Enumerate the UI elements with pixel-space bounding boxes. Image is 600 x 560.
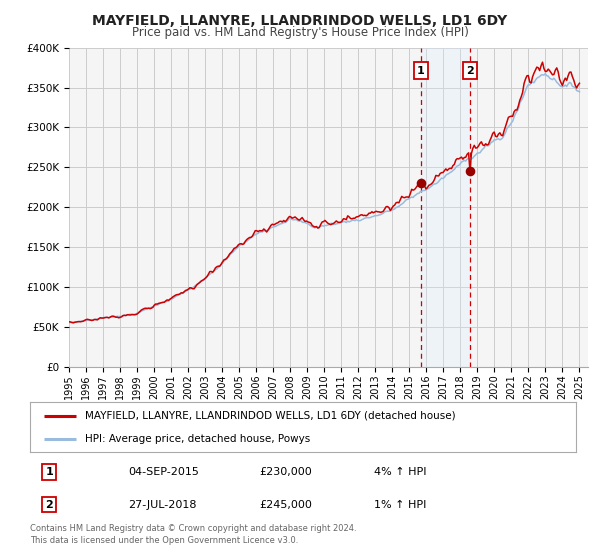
Text: 04-SEP-2015: 04-SEP-2015	[128, 467, 199, 477]
Text: £230,000: £230,000	[259, 467, 312, 477]
Text: This data is licensed under the Open Government Licence v3.0.: This data is licensed under the Open Gov…	[30, 536, 298, 545]
Text: 1: 1	[417, 66, 425, 76]
Text: 27-JUL-2018: 27-JUL-2018	[128, 500, 197, 510]
Text: MAYFIELD, LLANYRE, LLANDRINDOD WELLS, LD1 6DY: MAYFIELD, LLANYRE, LLANDRINDOD WELLS, LD…	[92, 14, 508, 28]
Text: 1% ↑ HPI: 1% ↑ HPI	[374, 500, 427, 510]
Point	[416, 179, 425, 188]
Text: Contains HM Land Registry data © Crown copyright and database right 2024.: Contains HM Land Registry data © Crown c…	[30, 524, 356, 533]
Point	[465, 167, 475, 176]
Text: 2: 2	[45, 500, 53, 510]
Text: HPI: Average price, detached house, Powys: HPI: Average price, detached house, Powy…	[85, 434, 310, 444]
Text: MAYFIELD, LLANYRE, LLANDRINDOD WELLS, LD1 6DY (detached house): MAYFIELD, LLANYRE, LLANDRINDOD WELLS, LD…	[85, 410, 455, 421]
Bar	[421, 48, 470, 367]
Text: 2: 2	[466, 66, 474, 76]
Text: £245,000: £245,000	[259, 500, 312, 510]
Text: 1: 1	[45, 467, 53, 477]
Text: 4% ↑ HPI: 4% ↑ HPI	[374, 467, 427, 477]
Text: Price paid vs. HM Land Registry's House Price Index (HPI): Price paid vs. HM Land Registry's House …	[131, 26, 469, 39]
